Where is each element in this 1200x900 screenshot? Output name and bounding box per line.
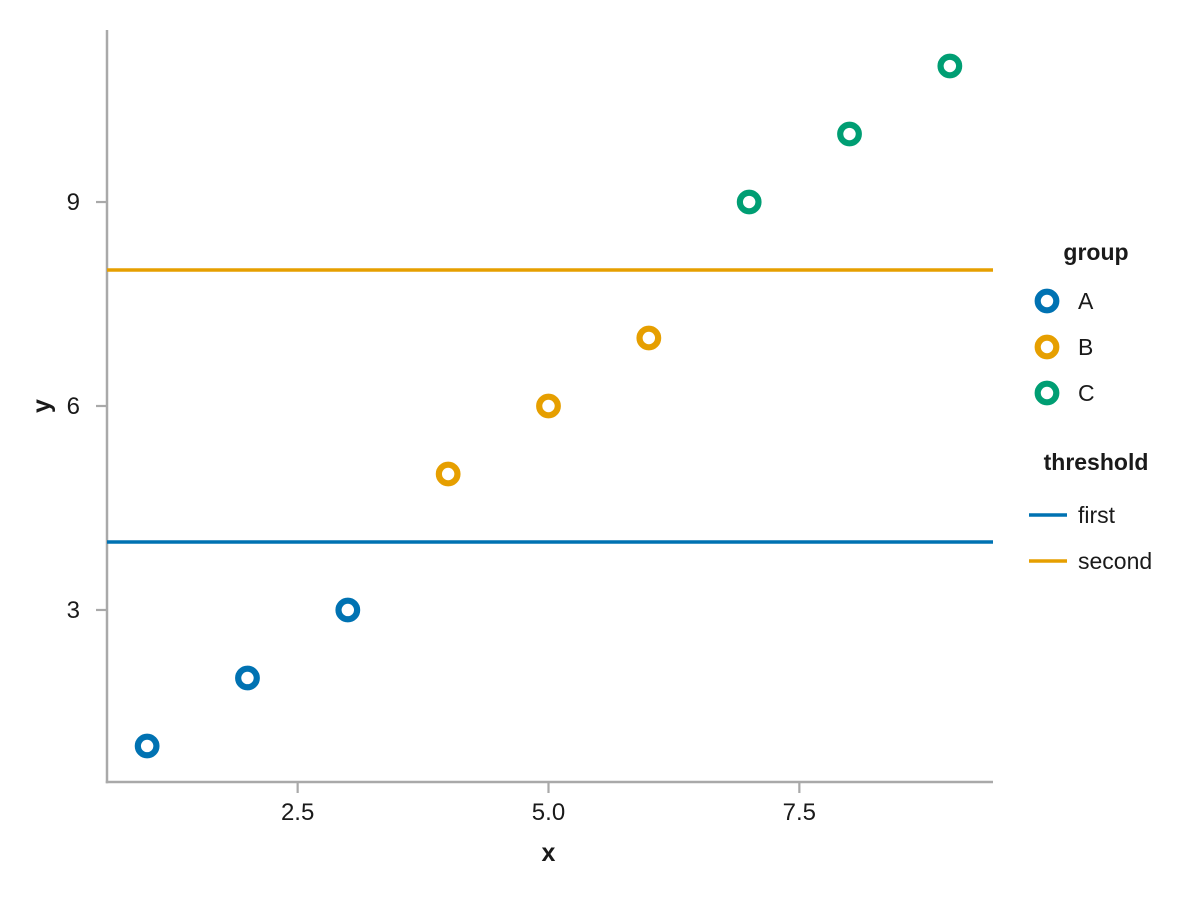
y-axis-title: y [28,399,56,413]
legend-item-label: C [1078,379,1095,406]
legend-item-label: second [1078,547,1153,574]
ring-marker-icon [1034,334,1060,360]
legend-item-label: first [1078,501,1116,528]
legend-item-group-c: C [1006,370,1192,416]
data-point-B [536,393,561,419]
y-tick-label: 6 [67,393,80,420]
data-point-B [435,461,461,487]
legend-item-threshold-first: first [1006,492,1192,538]
legend-item-label: A [1078,287,1094,314]
x-tick-label: 5.0 [532,799,565,826]
ring-marker-icon [1034,288,1060,314]
legend-item-group-b: B [1006,324,1192,370]
data-point-C [736,189,762,215]
line-swatch-icon [1029,559,1067,563]
data-point-A [134,733,160,759]
data-point-C [937,53,963,79]
legend: group A B C threshold first [1006,0,1192,900]
x-tick-label: 7.5 [783,799,816,826]
x-axis-title: x [542,839,556,867]
data-point-A [335,597,361,623]
legend-item-label: B [1078,333,1094,360]
y-tick-label: 9 [67,189,80,216]
line-swatch-icon [1029,513,1067,517]
legend-item-group-a: A [1006,278,1192,324]
data-point-B [636,325,662,351]
data-point-A [235,665,260,691]
legend-threshold-title: threshold [1043,449,1149,475]
y-tick-label: 3 [67,597,80,624]
legend-group-title: group [1063,239,1129,265]
legend-item-threshold-second: second [1006,538,1192,584]
data-point-C [837,121,862,147]
ring-marker-icon [1034,380,1060,406]
x-tick-label: 2.5 [281,799,314,826]
